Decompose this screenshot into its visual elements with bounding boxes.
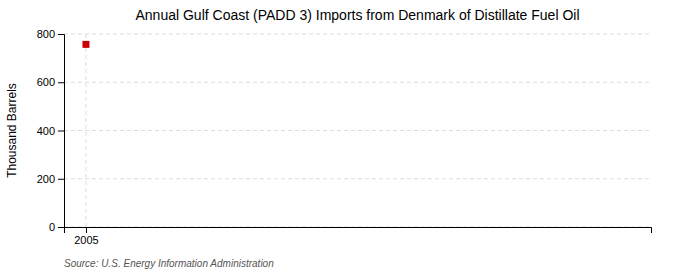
grid	[64, 34, 651, 227]
y-tick: 600	[37, 76, 64, 88]
marks	[82, 41, 89, 48]
y-tick-label: 400	[37, 125, 55, 137]
y-tick: 0	[49, 221, 64, 233]
plot-area: 2005 0 200 400 600 800	[37, 28, 652, 246]
y-tick-mark	[58, 227, 64, 228]
x-tick-label: 2005	[74, 234, 98, 246]
y-tick: 800	[37, 28, 64, 40]
chart-title: Annual Gulf Coast (PADD 3) Imports from …	[136, 7, 580, 23]
y-tick-label: 600	[37, 76, 55, 88]
y-tick: 200	[37, 173, 64, 185]
y-tick: 400	[37, 125, 64, 137]
y-tick-label: 200	[37, 173, 55, 185]
y-axis-line	[58, 35, 65, 228]
y-grid-line	[64, 34, 651, 35]
y-tick-mark	[58, 179, 64, 180]
y-tick-label: 0	[49, 221, 55, 233]
x-axis: 2005	[65, 227, 652, 246]
y-grid-line	[64, 82, 651, 83]
point	[82, 41, 89, 48]
y-tick-mark	[58, 131, 64, 132]
y-grid-line	[64, 130, 651, 131]
chart-container: Annual Gulf Coast (PADD 3) Imports from …	[0, 0, 675, 275]
chart-svg: Annual Gulf Coast (PADD 3) Imports from …	[0, 0, 675, 275]
x-grid-line	[85, 34, 86, 227]
x-axis-line	[65, 228, 652, 234]
x-tick-mark	[86, 227, 87, 233]
source-note: Source: U.S. Energy Information Administ…	[64, 258, 274, 269]
y-tick-mark	[58, 82, 64, 83]
y-axis-label: Thousand Barrels	[5, 83, 19, 178]
y-axis: 0 200 400 600 800	[37, 28, 65, 233]
y-grid-line	[64, 178, 651, 179]
y-tick-label: 800	[37, 28, 55, 40]
x-tick: 2005	[74, 227, 98, 246]
y-tick-mark	[58, 34, 64, 35]
